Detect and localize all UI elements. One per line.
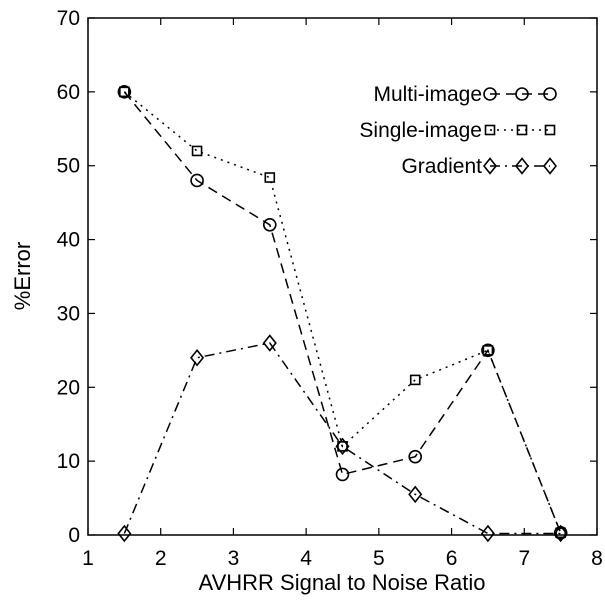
series-layer bbox=[117, 85, 568, 543]
legend-marker-single-image bbox=[484, 124, 496, 136]
data-point-multi-image bbox=[117, 85, 132, 99]
x-tick-label: 2 bbox=[155, 547, 167, 570]
x-tick-label: 5 bbox=[373, 547, 385, 570]
y-axis-label: %Error bbox=[10, 242, 35, 310]
y-tick-label: 20 bbox=[57, 376, 80, 399]
data-point-single-image bbox=[409, 374, 421, 386]
y-tick-label: 60 bbox=[57, 81, 80, 104]
legend-marker-single-image bbox=[516, 124, 528, 136]
data-point-single-image bbox=[119, 86, 130, 98]
y-tick-label: 0 bbox=[68, 524, 80, 547]
data-point-gradient bbox=[408, 485, 423, 504]
series-multi-image bbox=[117, 85, 568, 540]
data-point-single-image bbox=[482, 345, 494, 356]
legend: Multi-image Single-image Gradient bbox=[359, 83, 558, 178]
legend-marker-gradient bbox=[482, 157, 498, 175]
data-point-multi-image bbox=[481, 343, 495, 358]
data-point-multi-image bbox=[335, 467, 350, 482]
series-line-single-image bbox=[123, 91, 562, 534]
legend-label-single-image: Single-image bbox=[359, 119, 482, 142]
data-point-gradient bbox=[335, 437, 350, 456]
plot-frame bbox=[87, 17, 598, 536]
x-tick-label: 4 bbox=[300, 547, 312, 570]
data-point-gradient bbox=[117, 524, 132, 543]
series-gradient bbox=[117, 334, 568, 543]
legend-marker-multi-image bbox=[515, 87, 529, 101]
data-point-single-image bbox=[264, 172, 276, 183]
x-tick-label: 1 bbox=[82, 547, 94, 570]
y-tick-label: 40 bbox=[57, 229, 80, 252]
legend-marker-multi-image bbox=[543, 87, 557, 101]
x-tick-label: 7 bbox=[518, 547, 530, 570]
data-point-single-image bbox=[337, 441, 348, 452]
legend-marker-multi-image bbox=[483, 87, 497, 101]
series-line-gradient bbox=[123, 342, 561, 535]
data-point-gradient bbox=[262, 334, 277, 352]
legend-marker-gradient bbox=[542, 157, 558, 175]
x-tick-label: 6 bbox=[446, 547, 458, 570]
y-tick-label: 10 bbox=[57, 450, 80, 473]
data-point-multi-image bbox=[190, 173, 204, 188]
series-single-image bbox=[119, 86, 566, 539]
x-tick-label: 3 bbox=[228, 547, 240, 570]
legend-marker-gradient bbox=[514, 157, 530, 175]
y-tick-label: 30 bbox=[57, 302, 80, 325]
y-tick-label: 50 bbox=[57, 155, 80, 178]
legend-label-multi-image: Multi-image bbox=[373, 83, 482, 106]
legend-marker-single-image bbox=[544, 124, 556, 136]
x-tick-label: 8 bbox=[591, 547, 603, 570]
series-line-multi-image bbox=[123, 91, 562, 534]
x-axis-label: AVHRR Signal to Noise Ratio bbox=[199, 570, 486, 595]
data-point-gradient bbox=[190, 348, 205, 367]
data-point-gradient bbox=[480, 524, 495, 543]
legend-label-gradient: Gradient bbox=[401, 155, 482, 178]
data-point-multi-image bbox=[408, 449, 423, 464]
data-point-gradient bbox=[553, 524, 568, 543]
data-point-multi-image bbox=[262, 218, 277, 232]
data-point-single-image bbox=[191, 145, 203, 157]
axis-ticks: 1 2 3 4 5 6 7 8 0 10 20 30 40 50 60 70 bbox=[57, 7, 603, 570]
y-tick-label: 70 bbox=[57, 7, 80, 30]
